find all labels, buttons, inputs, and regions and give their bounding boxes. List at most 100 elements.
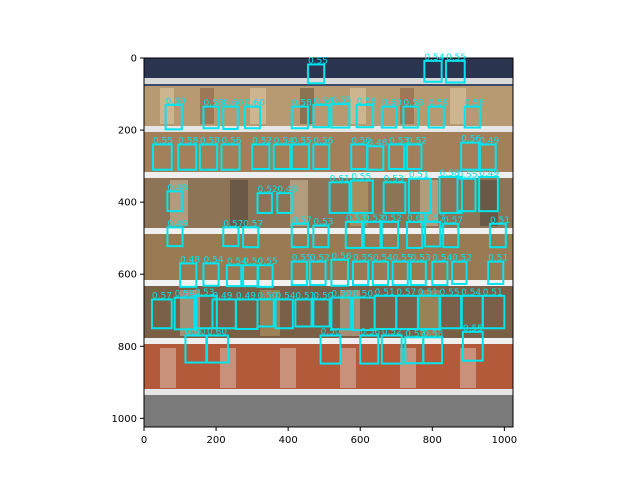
detection-box [202,262,220,287]
detection-box [423,59,443,83]
detection-score-label: 0.58 [178,136,198,146]
detection-score-label: 0.58 [357,97,377,107]
detection-score-label: 0.58 [439,169,459,179]
detection-box [424,220,442,248]
detection-box [251,143,271,170]
detection-box [402,105,419,129]
detection-score-label: 0.54 [432,254,452,264]
detection-box [380,334,403,365]
detection-score-label: 0.51 [295,291,315,301]
detection-score-label: 0.55 [463,324,483,334]
detection-score-label: 0.57 [243,219,263,229]
detection-box [306,63,326,85]
y-tick-label: 1000 [112,414,137,425]
detection-score-label: 0.55 [292,254,312,264]
detection-box [355,103,375,129]
detection-score-label: 0.51 [483,288,503,298]
detection-box [456,177,477,213]
detection-box [330,296,353,331]
detection-box [274,298,294,330]
detection-score-label: 0.57 [425,214,445,224]
detection-box [173,296,198,331]
detection-box [193,294,218,330]
detection-box [290,143,311,170]
detection-score-label: 0.61 [407,214,427,224]
detection-score-label: 0.53 [389,136,409,146]
y-tick-label: 0 [131,54,137,65]
detection-score-label: 0.53 [423,329,443,339]
detection-score-label: 0.56 [461,135,481,145]
detection-box [463,105,481,129]
detection-score-label: 0.50 [353,290,373,300]
detection-box [294,298,313,328]
detection-box [179,262,198,288]
detection-score-label: 0.53 [313,218,333,228]
detection-score-label: 0.50 [313,291,333,301]
detection-score-label: 0.60 [382,99,402,109]
detection-score-label: 0.56 [331,252,351,262]
detection-score-label: 0.51 [488,254,508,264]
detection-box [222,226,240,248]
detection-box [220,143,241,171]
detection-box [461,330,484,362]
detection-score-label: 0.49 [167,219,187,229]
detection-score-label: 0.54 [274,136,294,146]
detection-box [256,264,274,288]
detection-box [256,298,275,328]
detection-score-label: 0.55 [153,136,173,146]
detection-score-label: 0.55 [351,173,371,183]
detection-box [391,260,409,287]
detection-score-label: 0.50 [351,136,371,146]
detection-box [225,264,243,288]
detection-box [177,143,198,171]
detection-score-label: 0.54 [203,255,223,265]
detection-box [388,143,406,170]
detection-score-label: 0.49 [212,291,232,301]
axes-frame [143,57,514,428]
detection-box [198,143,219,171]
detection-score-label: 0.61 [330,174,350,184]
detection-score-label: 0.60 [245,99,265,109]
detection-score-label: 0.54 [227,257,247,267]
detection-box [290,105,309,130]
detection-box [152,143,173,171]
detection-box [431,260,449,287]
x-tick-label: 400 [279,435,298,446]
detection-score-label: 0.52 [252,136,272,146]
detection-score-label: 0.48 [167,183,187,193]
detection-box [242,226,260,249]
detection-box [487,260,505,285]
detection-score-label: 0.56 [313,136,333,146]
detection-score-label: 0.54 [461,288,481,298]
x-tick-label: 800 [423,435,442,446]
detection-score-label: 0.58 [200,136,220,146]
detection-box [382,181,407,214]
detection-box [427,105,445,129]
detection-score-label: 0.49 [236,291,256,301]
detection-box [312,298,331,328]
detection-score-label: 0.52 [407,136,427,146]
detection-score-label: 0.52 [310,254,330,264]
detection-score-label: 0.59 [429,99,449,109]
x-tick-label: 0 [141,435,147,446]
detection-score-label: 0.53 [194,288,214,298]
detection-box [202,105,220,130]
detection-score-label: 0.52 [382,327,402,337]
detection-score-label: 0.55 [331,96,351,106]
detection-score-label: 0.52 [452,254,472,264]
detection-box [206,334,229,364]
detection-score-label: 0.51 [409,171,429,181]
detection-score-label: 0.60 [223,99,243,109]
y-tick-label: 200 [118,126,137,137]
detection-score-label: 0.60 [166,97,186,107]
detection-box [406,143,423,170]
detection-box [166,190,183,213]
detection-score-label: 0.50 [321,327,341,337]
detection-box [290,222,309,249]
detection-box [406,220,424,249]
detection-score-label: 0.54 [424,53,444,63]
detection-score-label: 0.57 [292,216,312,226]
detection-score-label: 0.60 [207,327,227,337]
detection-layer [150,59,507,365]
